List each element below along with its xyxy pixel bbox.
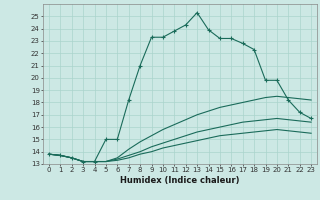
X-axis label: Humidex (Indice chaleur): Humidex (Indice chaleur) [120,176,240,185]
